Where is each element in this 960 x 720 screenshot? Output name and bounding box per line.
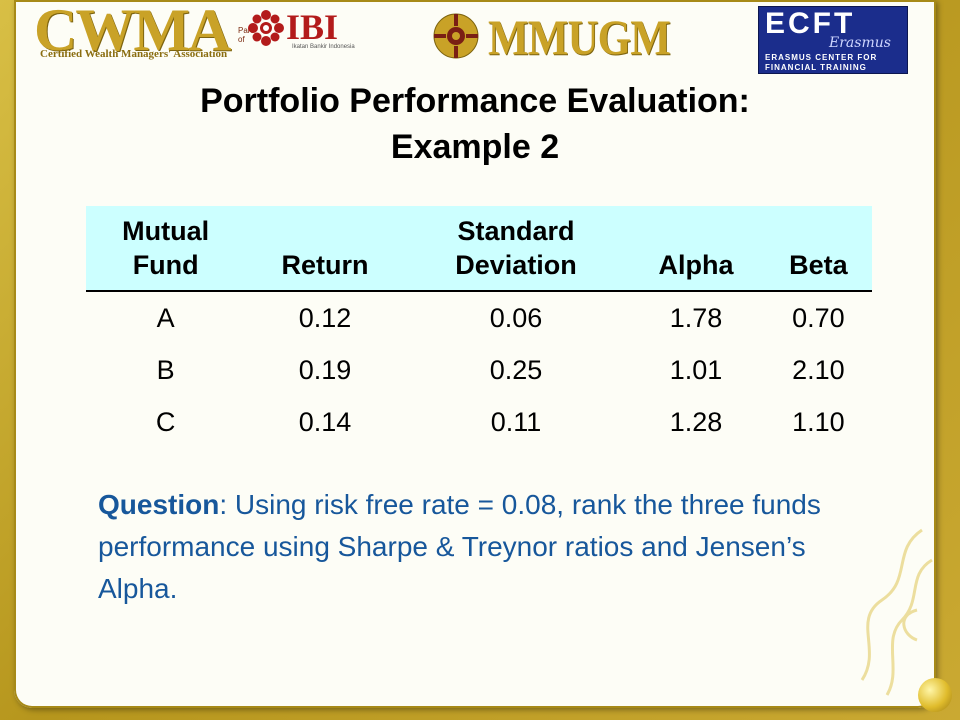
ecft-logo-line2: FINANCIAL TRAINING xyxy=(765,63,867,72)
cell-fund: B xyxy=(156,354,175,385)
cwma-logo-text: CWMA xyxy=(34,0,231,63)
slide-page: CWMA Certified Wealth Managers' Associat… xyxy=(14,0,936,708)
mmugm-logo: MMUGM xyxy=(428,6,688,66)
ibi-emblem-icon xyxy=(248,10,284,46)
fund-table: Mutual Fund Return Standard Deviation Alph… xyxy=(86,206,872,448)
cell-alpha: 1.01 xyxy=(669,354,723,385)
cell-return: 0.14 xyxy=(298,406,352,437)
slide-title-line1: Portfolio Performance Evaluation: xyxy=(200,82,750,120)
decorative-swirl-icon xyxy=(860,528,933,696)
decorative-dot-icon xyxy=(918,678,952,712)
question-label: Question xyxy=(98,489,220,520)
cell-std-dev: 0.25 xyxy=(489,354,543,385)
header-alpha: Alpha xyxy=(627,206,765,292)
question-text: Question: Using risk free rate = 0.08, r… xyxy=(98,484,838,610)
ugm-emblem-icon xyxy=(433,13,479,59)
header-mutual-fund: Mutual Fund xyxy=(86,206,246,292)
cell-alpha: 1.78 xyxy=(669,302,723,333)
cwma-logo: CWMA Certified Wealth Managers' Associat… xyxy=(34,0,253,66)
header-standard-deviation: Standard Deviation xyxy=(404,206,628,292)
ibi-logo: IBI Ikatan Bankir Indonesia xyxy=(246,6,386,56)
ecft-logo: ECFT Erasmus ERASMUS CENTER FOR FINANCIA… xyxy=(758,6,908,74)
header-beta: Beta xyxy=(764,206,872,292)
cell-beta: 2.10 xyxy=(792,354,845,385)
table-row: C 0.14 0.11 1.28 1.10 xyxy=(86,396,872,448)
cell-fund: A xyxy=(156,302,175,333)
ecft-logo-script: Erasmus xyxy=(829,35,891,51)
cell-std-dev: 0.11 xyxy=(490,406,542,437)
question-body: : Using risk free rate = 0.08, rank the … xyxy=(98,489,821,604)
cell-alpha: 1.28 xyxy=(669,406,723,437)
ecft-logo-text: ECFT xyxy=(765,7,856,40)
cell-return: 0.19 xyxy=(298,354,352,385)
cell-fund: C xyxy=(155,406,176,437)
table-row: B 0.19 0.25 1.01 2.10 xyxy=(86,344,872,396)
slide-title-line2: Example 2 xyxy=(390,128,560,166)
ecft-logo-line1: ERASMUS CENTER FOR xyxy=(765,53,878,62)
ibi-logo-text: IBI xyxy=(286,7,339,47)
cell-std-dev: 0.06 xyxy=(489,302,543,333)
ibi-logo-subtitle: Ikatan Bankir Indonesia xyxy=(292,44,355,50)
slide-title: Portfolio Performance Evaluation: Exampl… xyxy=(14,78,936,170)
cell-beta: 1.10 xyxy=(792,406,845,437)
cell-beta: 0.70 xyxy=(792,302,845,333)
cwma-part-of-label: Part of xyxy=(238,26,253,44)
cell-return: 0.12 xyxy=(298,302,352,333)
header-return: Return xyxy=(245,206,405,292)
table-header-row: Mutual Fund Return Standard Deviation Alph… xyxy=(86,206,872,292)
table-row: A 0.12 0.06 1.78 0.70 xyxy=(86,291,872,344)
cwma-logo-subtitle: Certified Wealth Managers' Association xyxy=(40,48,228,60)
mmugm-logo-text: MMUGM xyxy=(488,9,671,65)
